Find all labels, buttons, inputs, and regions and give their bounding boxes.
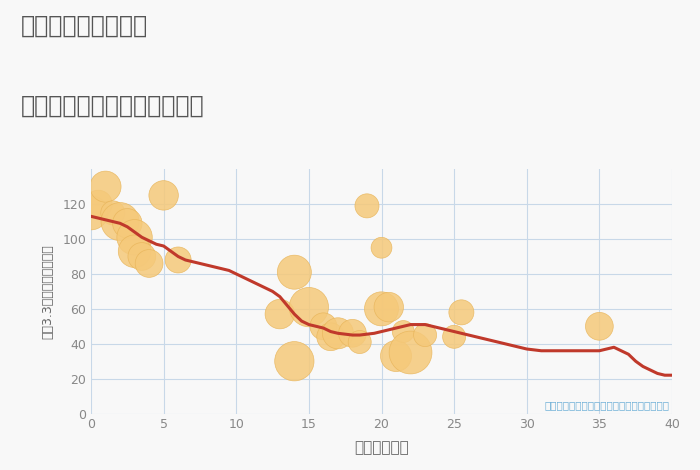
Point	[129, 234, 140, 241]
Text: 築年数別中古マンション価格: 築年数別中古マンション価格	[21, 94, 204, 118]
Point	[391, 352, 402, 360]
Point	[449, 333, 460, 341]
Point	[122, 219, 133, 227]
Point	[376, 305, 387, 313]
Point	[144, 260, 155, 267]
Y-axis label: 坪（3.3㎡）単価（万円）: 坪（3.3㎡）単価（万円）	[41, 244, 54, 339]
Point	[405, 349, 416, 356]
Point	[100, 183, 111, 190]
Point	[354, 338, 365, 346]
Point	[136, 253, 148, 260]
Point	[361, 202, 372, 210]
Point	[456, 309, 467, 316]
Point	[376, 244, 387, 251]
Point	[289, 268, 300, 276]
Point	[346, 329, 358, 337]
Point	[107, 209, 118, 217]
Text: 埼玉県飯能市征矢町: 埼玉県飯能市征矢町	[21, 14, 148, 38]
Point	[114, 218, 126, 225]
Point	[274, 310, 286, 318]
Text: 円の大きさは、取引のあった物件面積を示す: 円の大きさは、取引のあった物件面積を示す	[544, 400, 669, 410]
Point	[419, 331, 430, 339]
Point	[398, 328, 409, 335]
Point	[85, 209, 97, 217]
Point	[158, 192, 169, 199]
Point	[594, 322, 605, 330]
Point	[92, 200, 104, 208]
Point	[325, 333, 336, 341]
Point	[303, 303, 314, 311]
Point	[318, 322, 329, 330]
X-axis label: 築年数（年）: 築年数（年）	[354, 440, 409, 455]
Point	[289, 358, 300, 365]
Point	[129, 248, 140, 255]
Point	[332, 329, 344, 337]
Point	[172, 256, 183, 264]
Point	[383, 303, 394, 311]
